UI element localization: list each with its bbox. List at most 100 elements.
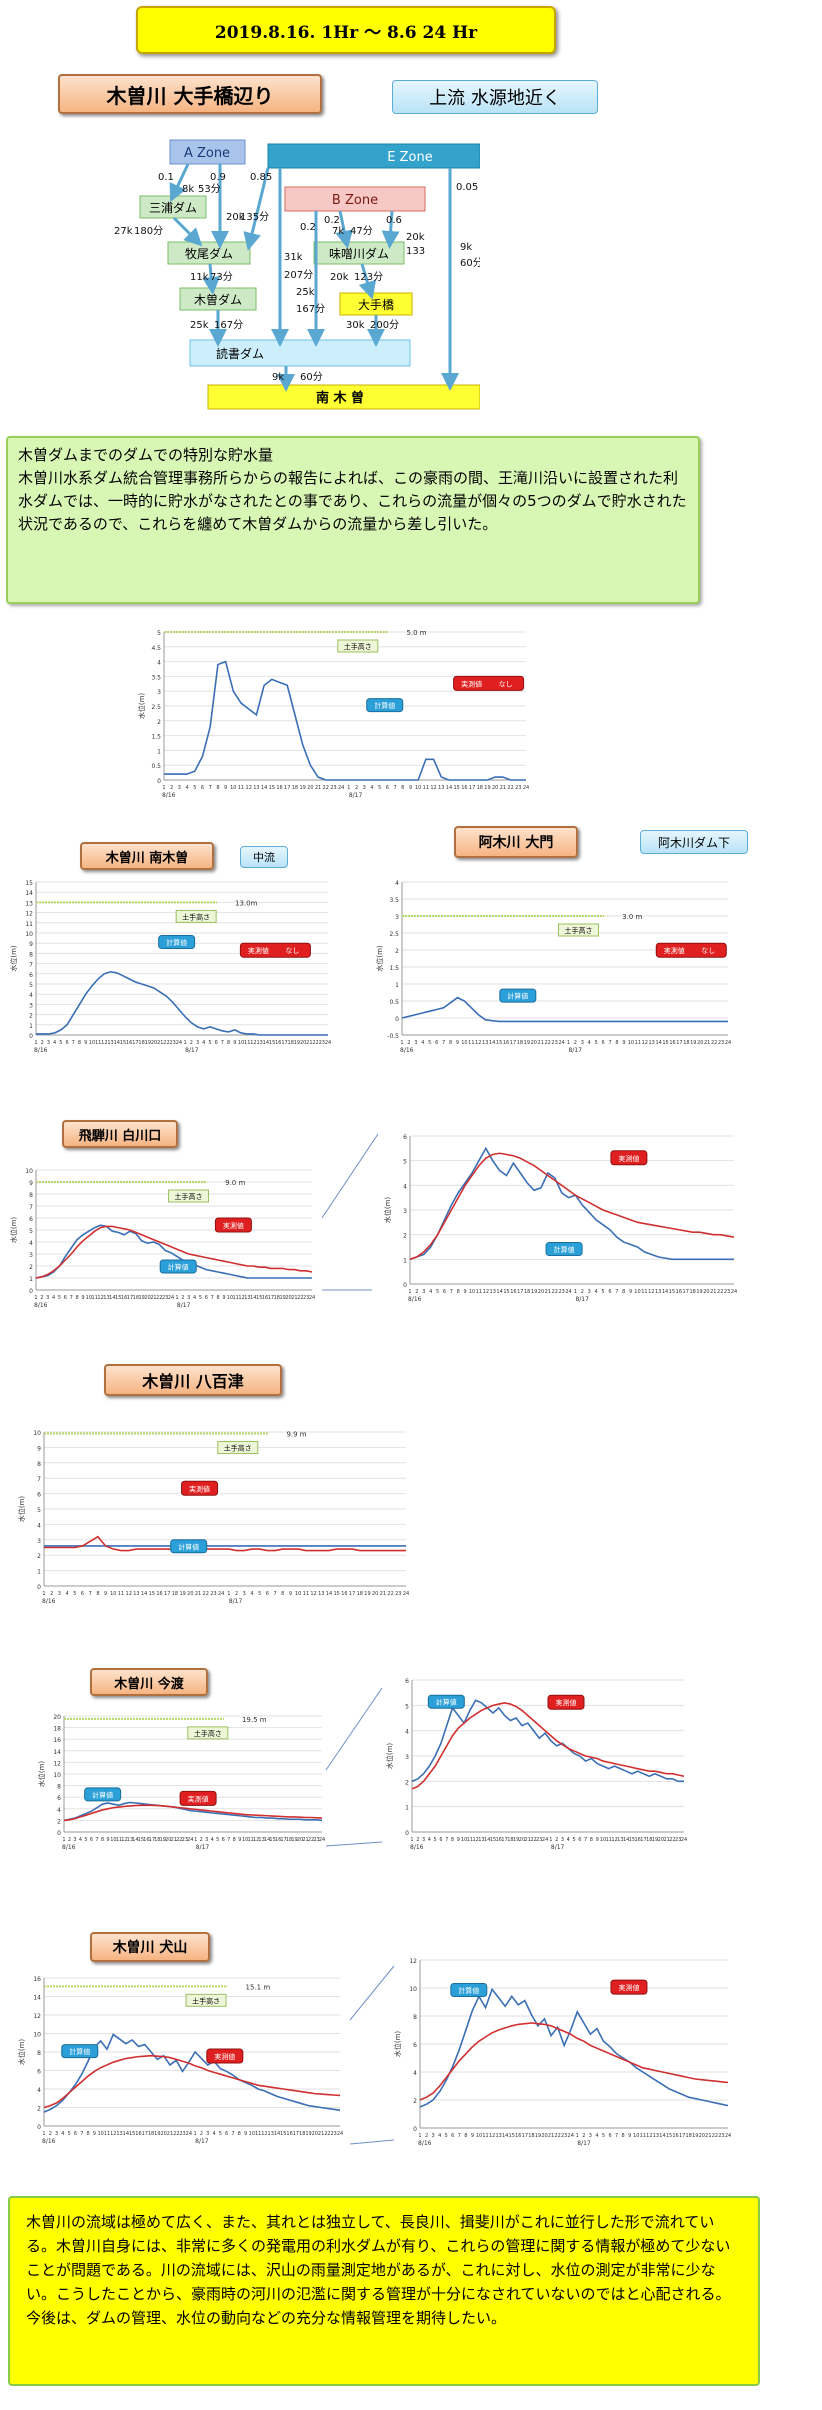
- date-label: 8/17: [349, 792, 363, 799]
- x-tick-label: 20: [492, 785, 498, 791]
- x-tick-label: 11: [482, 2133, 488, 2139]
- x-tick-label: 4: [66, 1591, 69, 1597]
- x-tick-label: 10: [89, 1040, 95, 1046]
- x-tick-label: 6: [608, 2133, 611, 2139]
- x-tick-label: 1: [162, 785, 165, 791]
- x-tick-label: 23: [331, 2131, 337, 2137]
- x-tick-label: 20: [703, 1289, 709, 1295]
- x-tick-label: 9: [233, 1040, 236, 1046]
- x-tick-label: 10: [238, 1040, 244, 1046]
- x-tick-label: 15: [138, 1837, 144, 1843]
- x-tick-label: 14: [132, 1837, 138, 1843]
- obs-callout-label: 実測値: [189, 1484, 210, 1493]
- x-tick-label: 8: [227, 1040, 230, 1046]
- x-tick-label: 22: [544, 1040, 550, 1046]
- series-observed-line: [409, 1152, 735, 1261]
- x-tick-label: 2: [555, 1837, 558, 1843]
- y-tick-label: 0: [57, 1830, 61, 1837]
- svg-text:0.05: 0.05: [456, 182, 478, 193]
- x-tick-label: 10: [461, 1040, 467, 1046]
- x-tick-label: 13: [653, 2133, 659, 2139]
- x-tick-label: 20: [151, 1040, 157, 1046]
- y-tick-label: 14: [33, 1995, 41, 2002]
- x-tick-label: 5: [84, 1837, 87, 1843]
- y-tick-label: 6: [403, 1134, 407, 1141]
- x-tick-label: 3: [196, 1040, 199, 1046]
- x-tick-label: 17: [284, 785, 290, 791]
- x-tick-label: 1: [347, 785, 350, 791]
- obs-none-label: なし: [285, 947, 299, 955]
- x-tick-label: 12: [238, 1295, 244, 1301]
- x-tick-label: 15: [453, 785, 459, 791]
- x-tick-label: 7: [221, 1040, 224, 1046]
- x-tick-label: 21: [150, 1295, 156, 1301]
- y-tick-label: 4: [37, 2087, 41, 2094]
- y-tick-label: 2.5: [389, 931, 399, 938]
- x-tick-label: 19: [291, 1837, 297, 1843]
- series-calculated-line: [63, 1801, 323, 1822]
- y-tick-label: 0: [37, 1584, 41, 1591]
- x-tick-label: 11: [118, 1591, 124, 1597]
- calc-callout: [499, 988, 537, 1003]
- x-tick-label: 24: [403, 1591, 409, 1597]
- y-tick-label: 0: [405, 1830, 409, 1837]
- x-tick-label: 9: [224, 785, 227, 791]
- x-tick-label: 8: [622, 2133, 625, 2139]
- x-tick-label: 6: [205, 1295, 208, 1301]
- y-tick-label: 9: [37, 1445, 41, 1452]
- x-tick-label: 14: [659, 2133, 665, 2139]
- x-tick-label: 5: [572, 1837, 575, 1843]
- y-tick-label: 2: [37, 2106, 41, 2113]
- site-title: 木曽川 大手橋辺り: [58, 74, 322, 114]
- x-tick-label: 10: [415, 785, 421, 791]
- y-tick-label: 6: [29, 1216, 33, 1223]
- x-tick-label: 2: [574, 1040, 577, 1046]
- x-tick-label: 20: [144, 1295, 150, 1301]
- x-tick-label: 14: [141, 1591, 147, 1597]
- connector-lines: [321, 1133, 395, 2145]
- x-tick-label: 13: [617, 1837, 623, 1843]
- y-tick-label: 20: [53, 1714, 61, 1721]
- x-tick-label: 15: [256, 1295, 262, 1301]
- section-title-yaotsu: 木曽川 八百津: [104, 1364, 282, 1396]
- x-tick-label: 21: [545, 1289, 551, 1295]
- series-calculated-line: [419, 1987, 729, 2108]
- svg-text:53分: 53分: [198, 183, 221, 195]
- y-tick-label: 8: [37, 1461, 41, 1468]
- x-tick-label: 17: [522, 2133, 528, 2139]
- x-tick-label: 13: [649, 1040, 655, 1046]
- y-tick-label: 8: [57, 1784, 61, 1791]
- x-tick-label: 7: [615, 2133, 618, 2139]
- obs-callout: [453, 675, 525, 691]
- y-tick-label: 3: [395, 914, 399, 921]
- x-tick-label: 24: [542, 1837, 548, 1843]
- x-tick-label: 24: [338, 785, 344, 791]
- schematic-arrows: [169, 163, 459, 392]
- y-tick-label: 2: [405, 1779, 409, 1786]
- x-tick-label: 2: [68, 1837, 71, 1843]
- x-tick-label: 15: [269, 1040, 275, 1046]
- x-tick-label: 3: [73, 1837, 76, 1843]
- y-tick-label: 4: [157, 660, 161, 667]
- x-tick-label: 12: [250, 1040, 256, 1046]
- x-tick-label: 7: [608, 1040, 611, 1046]
- y-tick-label: 10: [33, 2032, 41, 2039]
- x-tick-label: 13: [256, 1040, 262, 1046]
- x-tick-label: 9: [289, 1591, 292, 1597]
- x-tick-label: 20: [312, 2131, 318, 2137]
- x-tick-label: 1: [567, 1040, 570, 1046]
- x-tick-label: 19: [139, 1295, 145, 1301]
- x-tick-label: 4: [79, 1837, 82, 1843]
- x-tick-label: 18: [138, 1040, 144, 1046]
- svg-text:30k: 30k: [346, 320, 365, 331]
- date-label: 8/16: [408, 1296, 422, 1303]
- y-tick-label: 4.5: [151, 645, 161, 652]
- dike-callout-label: 土手高さ: [564, 926, 592, 935]
- calc-callout: [61, 2044, 99, 2059]
- obs-callout-label: 実測値: [461, 679, 482, 688]
- x-tick-label: 24: [523, 785, 529, 791]
- x-tick-label: 2: [40, 1295, 43, 1301]
